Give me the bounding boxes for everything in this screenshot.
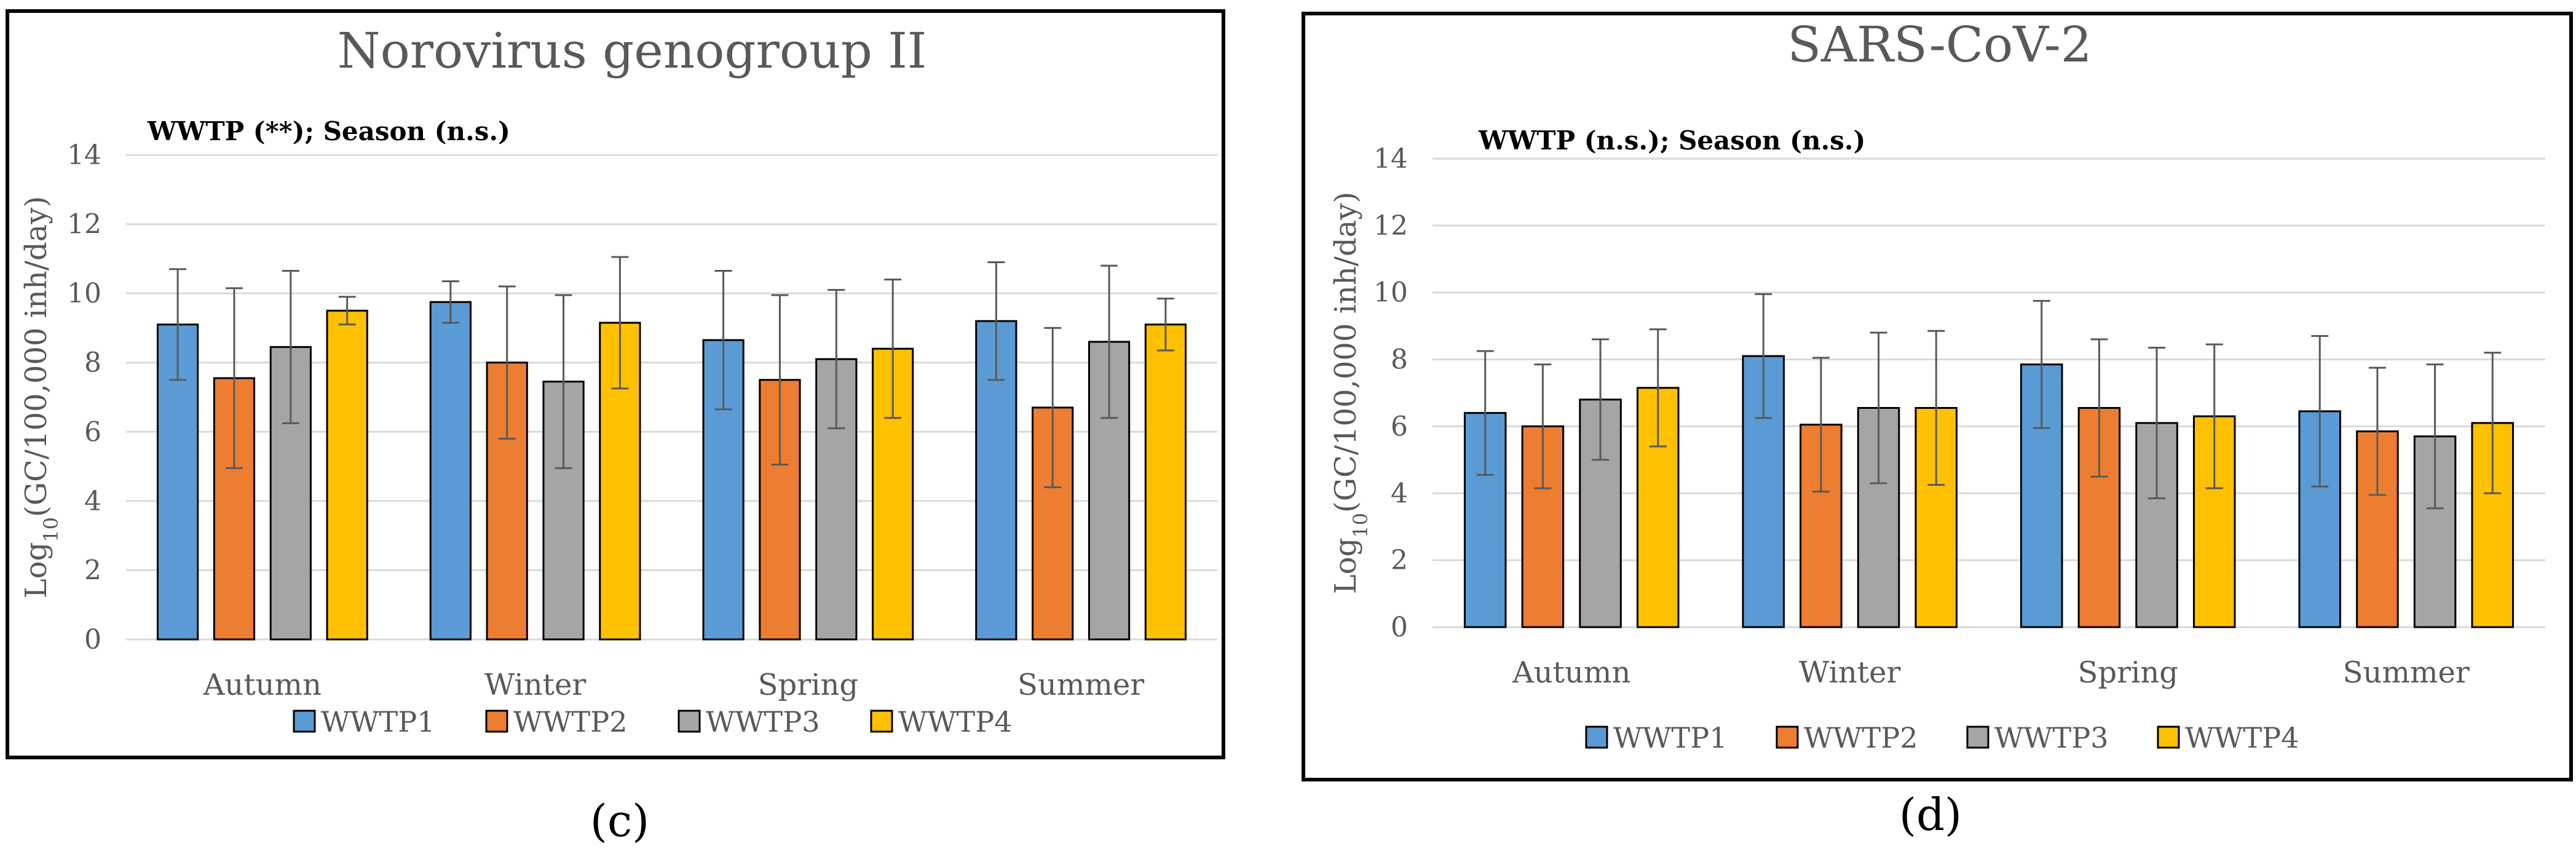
legend-swatch-wwtp2 [1776, 726, 1799, 749]
y-axis-label: Log10(GC/100,000 inh/day) [19, 196, 63, 598]
chart-panel-c: Norovirus genogroup II WWTP (**); Season … [6, 9, 1225, 847]
legend-label: WWTP1 [1613, 721, 1727, 754]
y-axis-label-suffix: (GC/100,000 inh/day) [19, 196, 53, 517]
y-tick-label: 4 [84, 486, 101, 517]
legend-swatch-wwtp1 [293, 710, 316, 733]
x-category-label: Spring [2077, 655, 2178, 690]
legend-label: WWTP4 [2185, 721, 2299, 754]
y-axis-label-subscript: 10 [39, 517, 63, 542]
chart-panel-d: SARS-CoV-2 WWTP (n.s.); Season (n.s.) 0 2 4 6… [1302, 12, 2573, 840]
chart-title: SARS-CoV-2 [1787, 16, 2092, 73]
y-tick-label: 6 [84, 416, 101, 448]
y-tick-label: 0 [84, 624, 101, 655]
panel-frame [1302, 12, 2573, 781]
legend-label: WWTP3 [706, 705, 820, 738]
legend-swatch-wwtp2 [485, 710, 508, 733]
y-axis-label: Log10(GC/100,000 inh/day) [1329, 192, 1372, 594]
y-tick-label: 14 [67, 140, 101, 171]
legend-label: WWTP4 [898, 705, 1012, 738]
y-axis-label-suffix: (GC/100,000 inh/day) [1329, 192, 1363, 513]
x-category-label: Spring [758, 668, 859, 702]
y-tick-label: 10 [1373, 277, 1408, 309]
legend-swatch-wwtp4 [870, 710, 893, 733]
bar-wwtp4-autumn [326, 309, 368, 641]
legend-label: WWTP2 [1804, 721, 1918, 754]
legend-label: WWTP1 [321, 705, 435, 738]
legend-label: WWTP3 [1994, 721, 2108, 754]
x-category-label: Winter [484, 668, 586, 702]
y-tick-label: 6 [1391, 411, 1408, 442]
x-category-label: Summer [1017, 668, 1144, 702]
y-axis-label-prefix: Log [19, 542, 53, 599]
x-category-label: Winter [1799, 655, 1900, 690]
y-axis-label-prefix: Log [1329, 538, 1363, 595]
legend-swatch-wwtp3 [678, 710, 701, 733]
y-axis-label-subscript: 10 [1349, 513, 1372, 538]
legend-swatch-wwtp4 [2157, 726, 2180, 749]
y-tick-label: 2 [1391, 545, 1408, 576]
bar-wwtp4-summer [1144, 323, 1187, 641]
y-tick-label: 2 [84, 555, 101, 586]
y-tick-label: 4 [1391, 478, 1408, 509]
bar-wwtp3-winter [542, 381, 585, 641]
legend-label: WWTP2 [513, 705, 627, 738]
significance-annotation: WWTP (**); Season (n.s.) [147, 116, 510, 146]
y-tick-label: 8 [84, 347, 101, 379]
chart-title: Norovirus genogroup II [338, 22, 927, 79]
bar-wwtp1-winter [429, 301, 472, 641]
panel-label: (d) [1899, 789, 1962, 840]
panel-label: (c) [590, 795, 650, 847]
legend-swatch-wwtp3 [1966, 726, 1989, 749]
x-category-label: Autumn [203, 668, 322, 702]
y-tick-label: 0 [1391, 612, 1408, 643]
bar-wwtp1-autumn [156, 323, 199, 641]
y-tick-label: 8 [1391, 344, 1408, 376]
legend-swatch-wwtp1 [1585, 726, 1608, 749]
y-tick-label: 10 [67, 278, 101, 309]
y-tick-label: 12 [67, 209, 101, 240]
x-category-label: Autumn [1512, 655, 1630, 690]
y-tick-label: 14 [1373, 143, 1408, 175]
x-category-label: Summer [2343, 655, 2470, 690]
significance-annotation: WWTP (n.s.); Season (n.s.) [1478, 125, 1865, 156]
y-tick-label: 12 [1373, 210, 1408, 242]
